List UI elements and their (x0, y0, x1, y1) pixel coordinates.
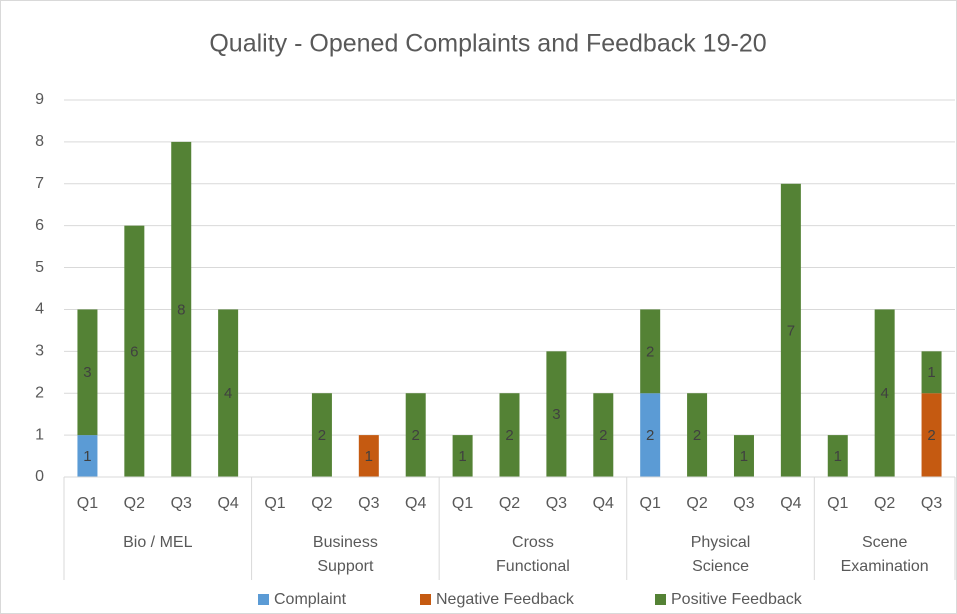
data-label: 1 (927, 364, 935, 381)
x-tick-label: Q3 (358, 495, 379, 512)
data-label: 1 (365, 448, 373, 465)
bar-segment (733, 435, 754, 477)
data-label: 2 (599, 427, 607, 444)
x-tick-label: Q2 (874, 495, 895, 512)
data-label: 3 (83, 364, 91, 381)
y-tick-label: 4 (35, 301, 44, 318)
bar-segment (640, 309, 661, 394)
data-label: 1 (458, 448, 466, 465)
group-label: Business (313, 534, 378, 551)
x-tick-label: Q3 (921, 495, 942, 512)
group-label: Examination (841, 558, 929, 575)
group-label: Functional (496, 558, 570, 575)
data-label: 2 (693, 427, 701, 444)
x-tick-label: Q1 (827, 495, 848, 512)
data-label: 3 (552, 406, 560, 423)
group-label: Physical (691, 534, 751, 551)
y-tick-label: 6 (35, 217, 44, 234)
data-label: 4 (880, 385, 888, 402)
legend-label: Positive Feedback (671, 591, 803, 608)
data-label: 2 (927, 427, 935, 444)
bar-segment (593, 393, 614, 477)
data-label: 7 (787, 322, 795, 339)
y-tick-label: 7 (35, 175, 44, 192)
bar-segment (546, 351, 567, 477)
y-tick-label: 0 (35, 468, 44, 485)
group-label: Support (317, 558, 374, 575)
x-tick-label: Q4 (593, 495, 614, 512)
data-label: 8 (177, 301, 185, 318)
bar-segment (311, 393, 332, 477)
data-label: 2 (412, 427, 420, 444)
data-label: 4 (224, 385, 232, 402)
legend-swatch (655, 594, 666, 605)
y-tick-label: 1 (35, 426, 44, 443)
x-tick-label: Q3 (546, 495, 567, 512)
bar-segment (171, 141, 192, 477)
group-label: Scene (862, 534, 907, 551)
bar-segment (921, 351, 942, 394)
data-label: 2 (318, 427, 326, 444)
bar-segment (921, 393, 942, 477)
x-tick-label: Q2 (124, 495, 145, 512)
y-tick-label: 9 (35, 91, 44, 108)
bar-segment (874, 309, 895, 477)
bar-segment (499, 393, 520, 477)
bar-segment (124, 225, 145, 477)
data-label: 2 (646, 427, 654, 444)
bar-segment (687, 393, 708, 477)
data-label: 2 (646, 343, 654, 360)
x-tick-label: Q1 (640, 495, 661, 512)
y-tick-label: 5 (35, 259, 44, 276)
x-tick-label: Q4 (217, 495, 238, 512)
group-label: Bio / MEL (123, 534, 192, 551)
data-label: 2 (505, 427, 513, 444)
y-tick-label: 2 (35, 384, 44, 401)
y-tick-label: 3 (35, 343, 44, 360)
data-label: 6 (130, 343, 138, 360)
bar-segment (77, 435, 98, 477)
bar-segment (827, 435, 848, 477)
x-tick-label: Q4 (780, 495, 801, 512)
x-tick-label: Q3 (171, 495, 192, 512)
x-tick-label: Q2 (311, 495, 332, 512)
legend-label: Negative Feedback (436, 591, 575, 608)
x-tick-label: Q1 (77, 495, 98, 512)
bar-segment (358, 435, 379, 477)
data-label: 1 (834, 448, 842, 465)
legend-label: Complaint (274, 591, 347, 608)
data-label: 1 (740, 448, 748, 465)
y-tick-label: 8 (35, 133, 44, 150)
group-label: Science (692, 558, 749, 575)
x-tick-label: Q2 (499, 495, 520, 512)
bar-segment (405, 393, 426, 477)
x-tick-label: Q1 (452, 495, 473, 512)
x-tick-label: Q1 (264, 495, 285, 512)
bar-segment (77, 309, 98, 436)
legend-swatch (420, 594, 431, 605)
legend-swatch (258, 594, 269, 605)
bar-segment (218, 309, 239, 477)
chart-title: Quality - Opened Complaints and Feedback… (209, 30, 766, 58)
bar-segment (452, 435, 473, 477)
x-tick-label: Q3 (733, 495, 754, 512)
x-tick-label: Q2 (686, 495, 707, 512)
group-label: Cross (512, 534, 554, 551)
x-tick-label: Q4 (405, 495, 426, 512)
data-label: 1 (83, 448, 91, 465)
bar-segment (780, 183, 801, 477)
bar-segment (640, 393, 661, 477)
